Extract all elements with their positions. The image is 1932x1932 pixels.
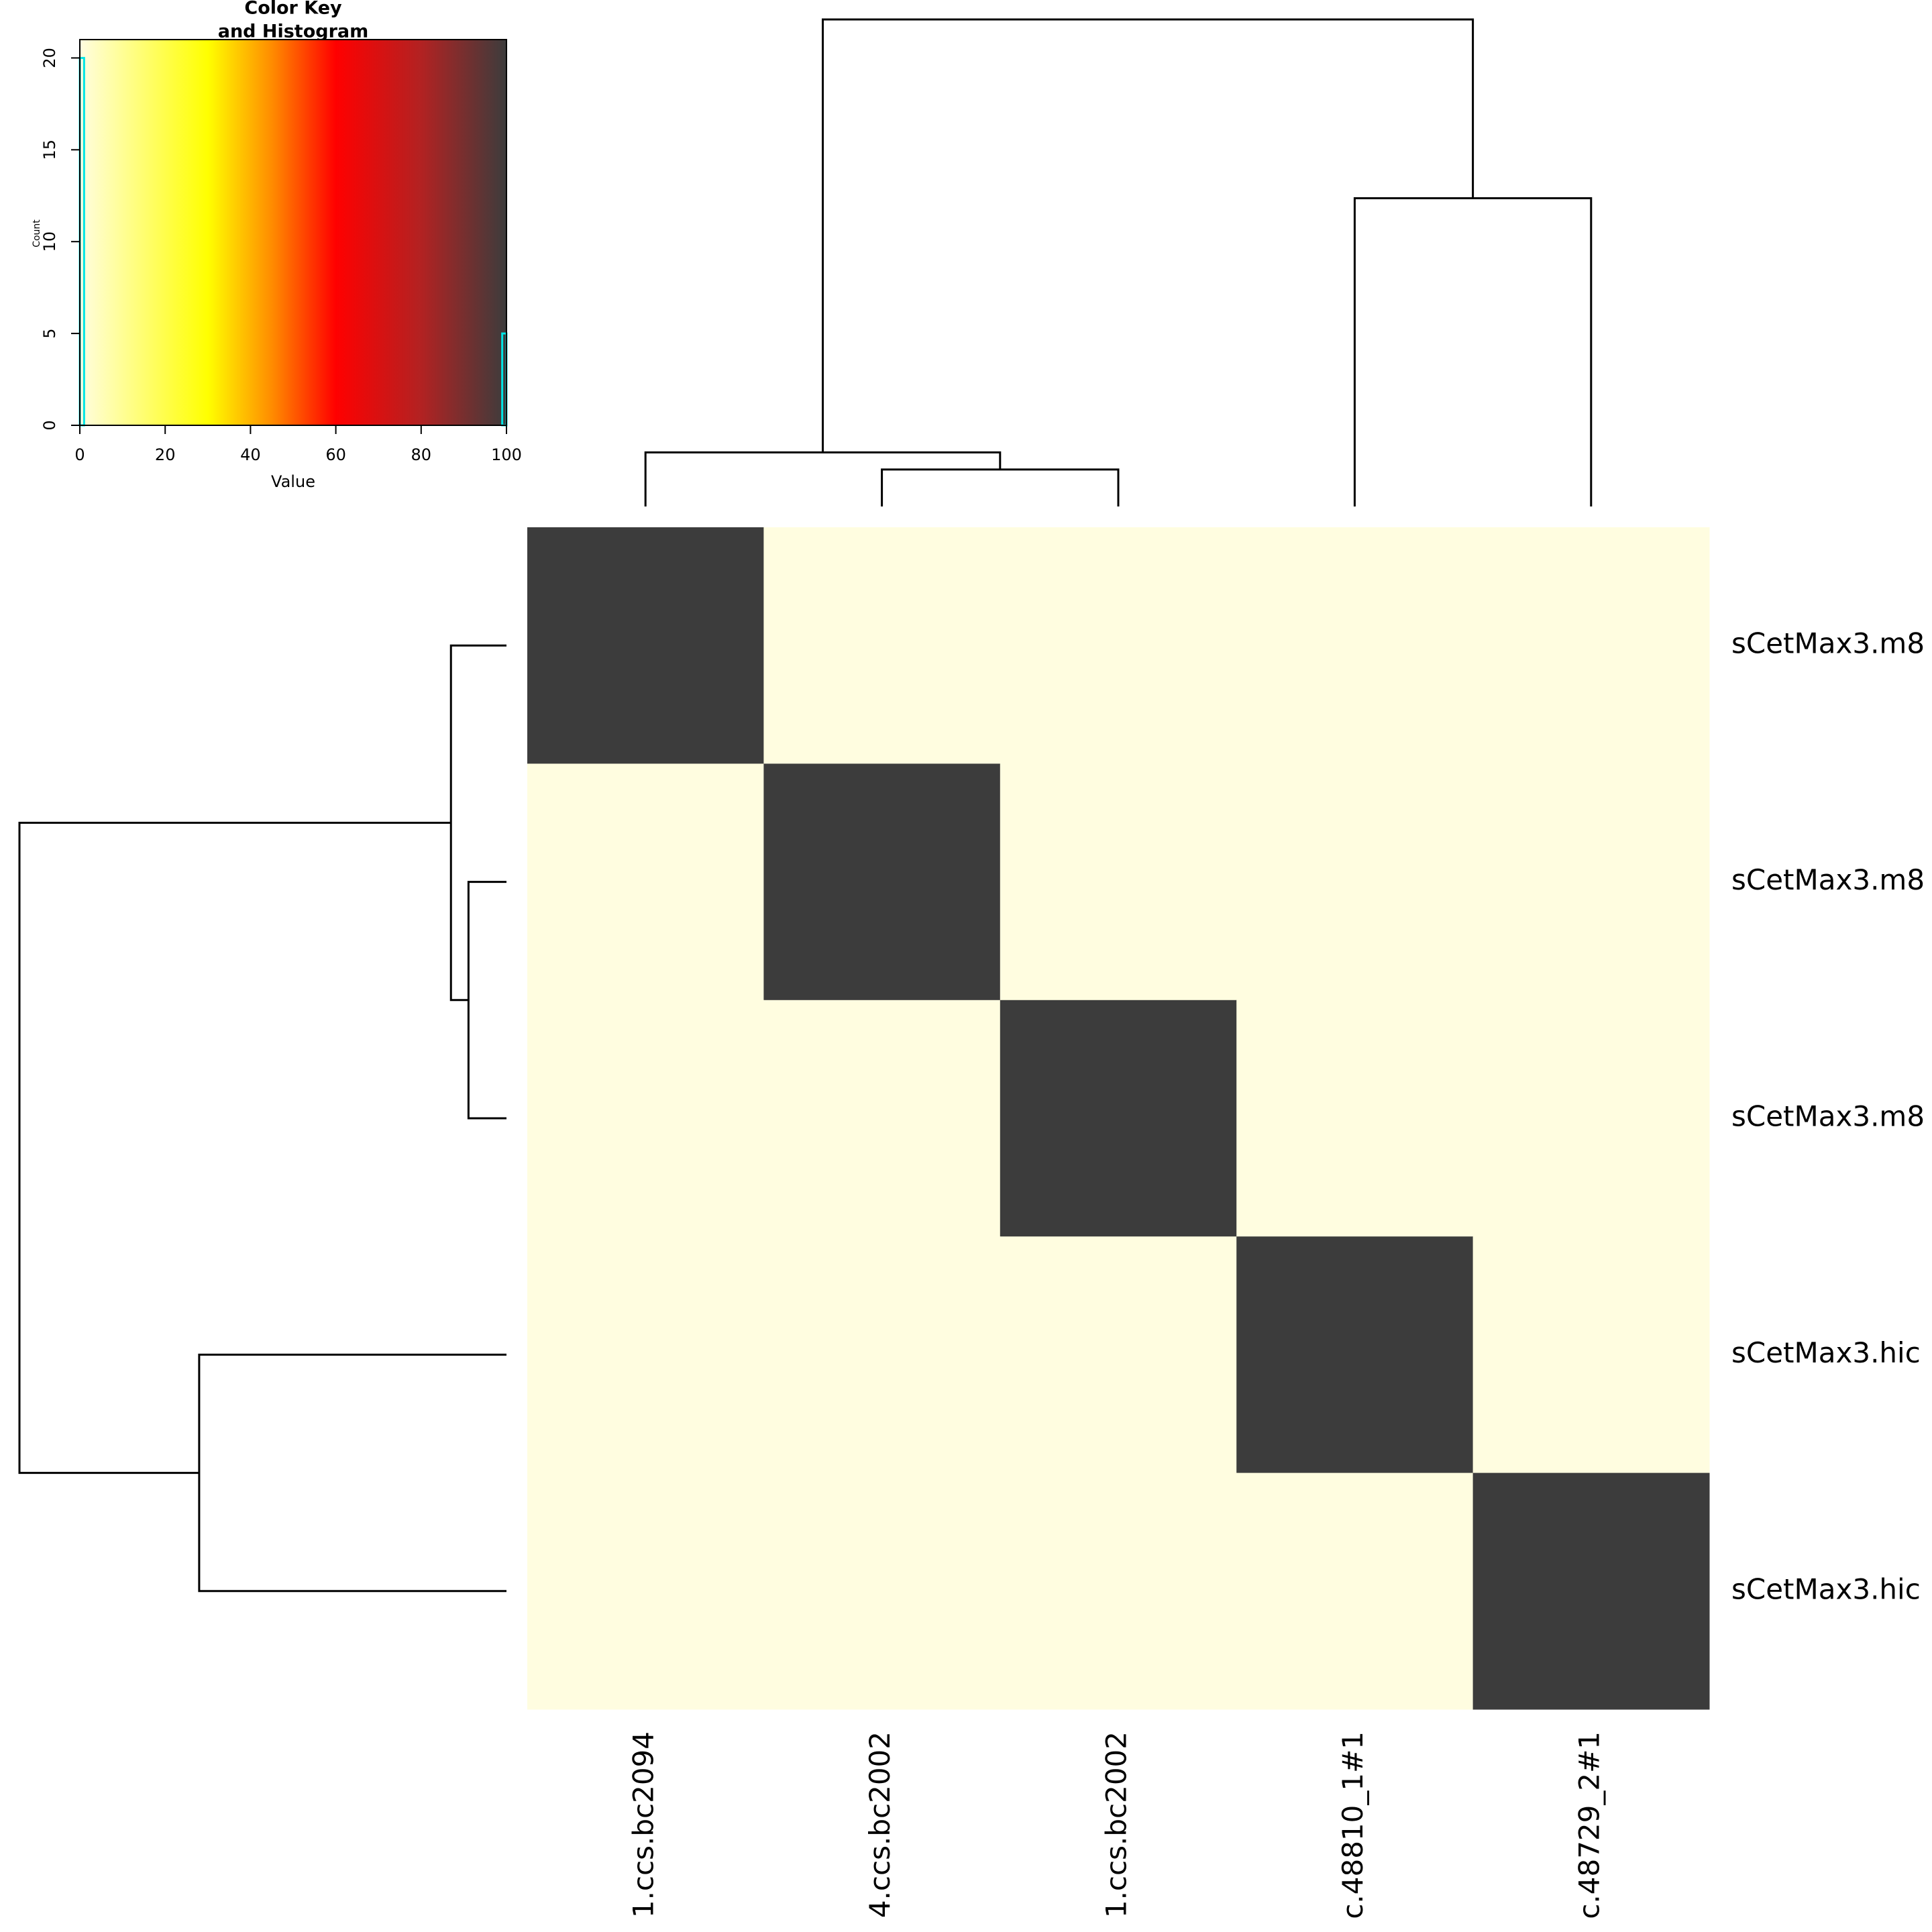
dendrogram-link [467, 881, 506, 1120]
dendrogram-link [644, 451, 1002, 506]
x-tick-label: 0 [74, 445, 85, 464]
heatmap-cell [1472, 1472, 1710, 1710]
x-tick-label: 80 [411, 445, 432, 464]
dendrogram-link [198, 1353, 506, 1593]
heatmap-cell [1000, 763, 1237, 1001]
heatmap-cell [1000, 527, 1237, 764]
x-tick-label: 20 [155, 445, 176, 464]
heatmap-cell [763, 1000, 1001, 1237]
heatmap-cell [527, 527, 764, 764]
dendrogram-link [1353, 197, 1593, 506]
heatmap-cell [1000, 1472, 1237, 1710]
heatmap-cell [763, 527, 1001, 764]
dendrogram-link [822, 18, 1474, 453]
heatmap-cell [1472, 763, 1710, 1001]
heatmap-cell [527, 763, 764, 1001]
x-tick-label: 40 [240, 445, 261, 464]
color-key-gradient [80, 40, 506, 425]
key-x-label: Value [271, 472, 315, 491]
dendrogram-link [449, 644, 506, 1002]
column-label: 1.ccs.bc2002 [1100, 1731, 1133, 1918]
row-label: sCetMax3.m8 [1731, 863, 1925, 896]
key-y-label: Count [32, 219, 42, 248]
heatmap-cell [1236, 763, 1474, 1001]
heatmap-cell [527, 1472, 764, 1710]
heatmap-cell [763, 1236, 1001, 1474]
heatmap-cell [763, 763, 1001, 1001]
heatmap-cell [763, 1472, 1001, 1710]
key-title: Color Key [244, 0, 342, 19]
heatmap-cell [1472, 1236, 1710, 1474]
heatmap-cell [1236, 1236, 1474, 1474]
row-label: sCetMax3.m8 [1731, 627, 1925, 660]
row-label: sCetMax3.hic [1731, 1572, 1921, 1605]
column-label: 1.ccs.bc2094 [627, 1731, 660, 1918]
key-subtitle: and Histogram [218, 21, 369, 42]
column-label: 4.ccs.bc2002 [863, 1731, 896, 1918]
color-key-frame [79, 39, 507, 426]
column-label: c.48810_1#1 [1336, 1731, 1369, 1919]
y-tick-label: 5 [40, 328, 59, 338]
y-tick-label: 15 [40, 140, 59, 160]
row-label: sCetMax3.hic [1731, 1336, 1921, 1369]
x-tick-label: 60 [325, 445, 346, 464]
dendrogram-link [18, 822, 451, 1474]
heatmap-cell [1000, 1236, 1237, 1474]
row-label: sCetMax3.m8 [1731, 1100, 1925, 1133]
heatmap-cell [1236, 1000, 1474, 1237]
heatmap-cell [1472, 527, 1710, 764]
heatmap-cell [527, 1236, 764, 1474]
y-tick-label: 0 [40, 420, 59, 430]
heatmap-cell [527, 1000, 764, 1237]
dendrogram-link [881, 468, 1120, 506]
heatmap-cell [1236, 1472, 1474, 1710]
x-tick-label: 100 [491, 445, 522, 464]
heatmap-cell [1472, 1000, 1710, 1237]
heatmap-cell [1236, 527, 1474, 764]
column-label: c.48729_2#1 [1572, 1731, 1605, 1919]
heatmap-cell [1000, 1000, 1237, 1237]
y-tick-label: 20 [40, 48, 59, 68]
y-tick-label: 10 [40, 231, 59, 252]
